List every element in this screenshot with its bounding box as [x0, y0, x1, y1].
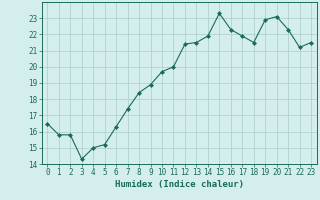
X-axis label: Humidex (Indice chaleur): Humidex (Indice chaleur)	[115, 180, 244, 189]
